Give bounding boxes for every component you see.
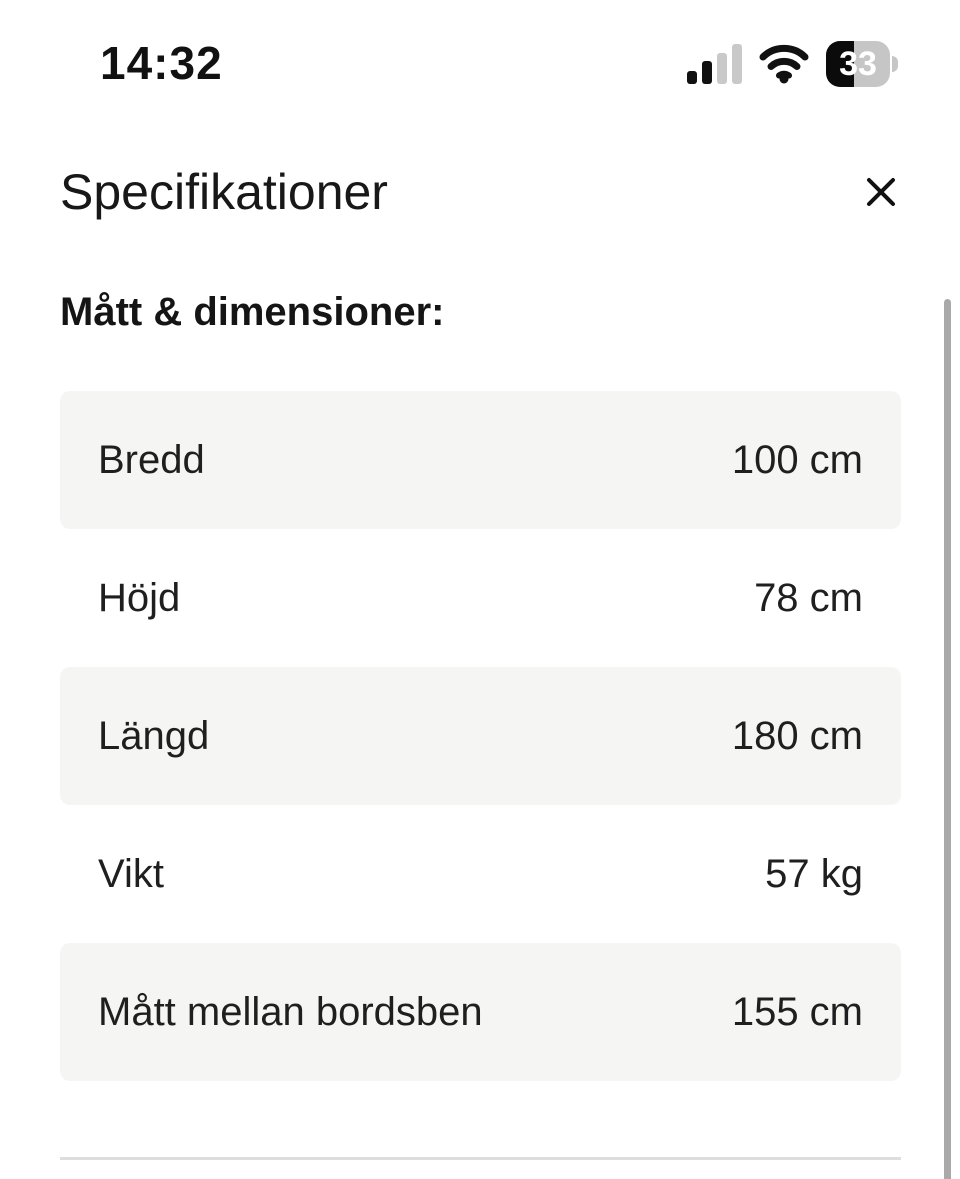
spec-value: 78 cm (754, 575, 863, 620)
spec-value: 100 cm (731, 437, 863, 482)
spec-row-matt-mellan-bordsben: Mått mellan bordsben 155 cm (60, 943, 901, 1081)
spec-label: Mått mellan bordsben (98, 989, 483, 1034)
close-icon (867, 178, 895, 206)
page-title: Specifikationer (60, 164, 388, 220)
spec-label: Bredd (98, 437, 205, 482)
spec-row-langd: Längd 180 cm (60, 667, 901, 805)
spec-value: 180 cm (731, 713, 863, 758)
spec-label: Längd (98, 713, 210, 758)
battery-percent-label: 33 (839, 44, 877, 83)
sheet-header: Specifikationer (60, 163, 900, 221)
cellular-signal-icon (687, 44, 742, 84)
wifi-icon (758, 44, 810, 84)
spec-label: Höjd (98, 575, 181, 620)
battery-fill-level (826, 41, 855, 87)
spec-table: Bredd 100 cm Höjd 78 cm Längd 180 cm Vik… (60, 391, 901, 1081)
spec-label: Vikt (98, 851, 164, 896)
spec-value: 155 cm (731, 989, 863, 1034)
status-bar: 14:32 33 (0, 0, 960, 110)
spec-row-vikt: Vikt 57 kg (60, 805, 901, 943)
spec-row-bredd: Bredd 100 cm (60, 391, 901, 529)
spec-value: 57 kg (765, 851, 863, 896)
bottom-divider (60, 1157, 901, 1160)
section-title: Mått & dimensioner: (60, 290, 445, 334)
battery-tip (892, 56, 898, 72)
scrollbar[interactable] (944, 299, 951, 1179)
close-button[interactable] (854, 165, 908, 219)
status-icons: 33 (687, 40, 898, 88)
clock: 14:32 (100, 37, 223, 89)
spec-row-hojd: Höjd 78 cm (60, 529, 901, 667)
battery-icon: 33 (826, 41, 898, 87)
